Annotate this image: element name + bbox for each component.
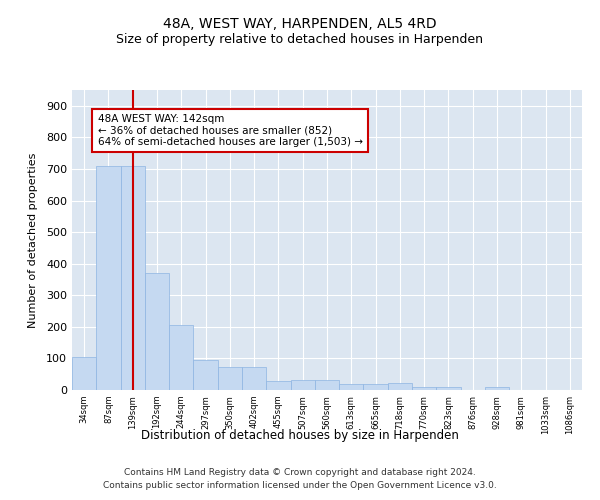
Bar [388, 383, 412, 390]
Bar [218, 368, 242, 390]
Y-axis label: Number of detached properties: Number of detached properties [28, 152, 38, 328]
Bar [485, 388, 509, 390]
Bar [339, 384, 364, 390]
Text: 48A, WEST WAY, HARPENDEN, AL5 4RD: 48A, WEST WAY, HARPENDEN, AL5 4RD [163, 18, 437, 32]
Text: Size of property relative to detached houses in Harpenden: Size of property relative to detached ho… [116, 32, 484, 46]
Text: Distribution of detached houses by size in Harpenden: Distribution of detached houses by size … [141, 428, 459, 442]
Bar [436, 388, 461, 390]
Bar [412, 388, 436, 390]
Bar [266, 380, 290, 390]
Text: Contains HM Land Registry data © Crown copyright and database right 2024.: Contains HM Land Registry data © Crown c… [124, 468, 476, 477]
Text: 48A WEST WAY: 142sqm
← 36% of detached houses are smaller (852)
64% of semi-deta: 48A WEST WAY: 142sqm ← 36% of detached h… [97, 114, 362, 147]
Bar [145, 273, 169, 390]
Bar [315, 380, 339, 390]
Bar [96, 166, 121, 390]
Bar [290, 380, 315, 390]
Bar [242, 368, 266, 390]
Bar [72, 358, 96, 390]
Bar [121, 166, 145, 390]
Bar [193, 360, 218, 390]
Text: Contains public sector information licensed under the Open Government Licence v3: Contains public sector information licen… [103, 480, 497, 490]
Bar [364, 384, 388, 390]
Bar [169, 326, 193, 390]
